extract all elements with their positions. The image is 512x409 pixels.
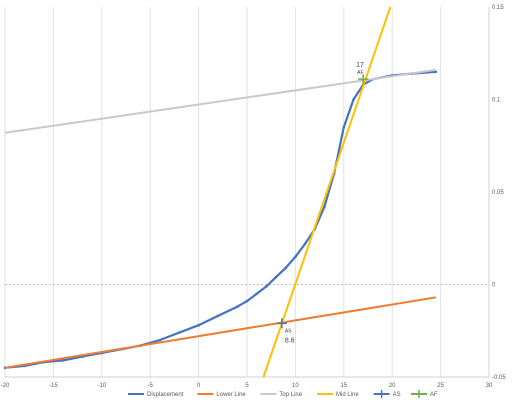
displacement-point [303, 242, 307, 246]
y-tick-label: 0.15 [492, 5, 504, 11]
displacement-point [434, 70, 438, 74]
displacement-point [236, 305, 239, 309]
x-tick-label: -5 [148, 383, 154, 389]
displacement-point [216, 314, 220, 318]
displacement-point [284, 266, 288, 270]
axes-layer [5, 7, 490, 378]
af-label: AF [357, 70, 363, 76]
x-tick-label: 5 [245, 383, 249, 389]
displacement-point [294, 255, 297, 259]
x-tick-label: -20 [1, 383, 10, 389]
displacement-point [274, 275, 278, 279]
legend-label-top-line: Top Line [279, 392, 302, 398]
x-tick-label: 10 [292, 383, 299, 389]
legend-label-as: AS [393, 392, 401, 398]
legend-label-af: AF [430, 392, 438, 398]
x-tick-label: -10 [97, 383, 106, 389]
displacement-point [245, 299, 249, 303]
mid-line-line [262, 6, 392, 378]
legend-layer: Displacement Lower Line Top Line Mid Line AS… [128, 390, 438, 398]
af-value-label: 17 [356, 62, 364, 69]
top-line-line [4, 68, 436, 134]
displacement-point [197, 323, 200, 327]
y-tick-label: 0.05 [492, 190, 504, 196]
x-tick-label: 20 [389, 383, 396, 389]
grid-layer [4, 7, 490, 377]
y-tick-label: 0 [492, 283, 496, 289]
displacement-point [158, 338, 162, 342]
marker-layer [276, 74, 369, 329]
legend-label-mid-line: Mid Line [336, 392, 359, 398]
y-tick-label: -0.05 [492, 375, 506, 381]
lower-line-line [4, 296, 436, 369]
displacement-point [61, 359, 65, 362]
x-tick-label: 30 [486, 383, 493, 389]
displacement-point [177, 331, 181, 334]
displacement-line [4, 70, 436, 369]
as-value-label: 8.6 [285, 337, 295, 344]
x-tick-label: 25 [437, 383, 444, 389]
displacement-point [255, 292, 258, 296]
as-label: AS [285, 328, 292, 334]
series-layer [3, 6, 438, 378]
displacement-point [265, 285, 268, 288]
displacement-point [352, 98, 355, 101]
x-tick-label: -15 [49, 383, 58, 389]
legend-label-displacement: Displacement [147, 392, 184, 398]
x-tick-label: 0 [197, 383, 201, 389]
ticks-layer: -20 -15 -10 -5 0 5 10 15 20 25 30 -0.05 0 0.05 0.1 0.15 [1, 5, 507, 389]
displacement-point [323, 205, 326, 209]
displacement-point [342, 125, 346, 129]
x-tick-label: 15 [340, 383, 347, 389]
y-tick-label: 0.1 [492, 98, 501, 104]
legend-label-lower-line: Lower Line [216, 392, 246, 398]
